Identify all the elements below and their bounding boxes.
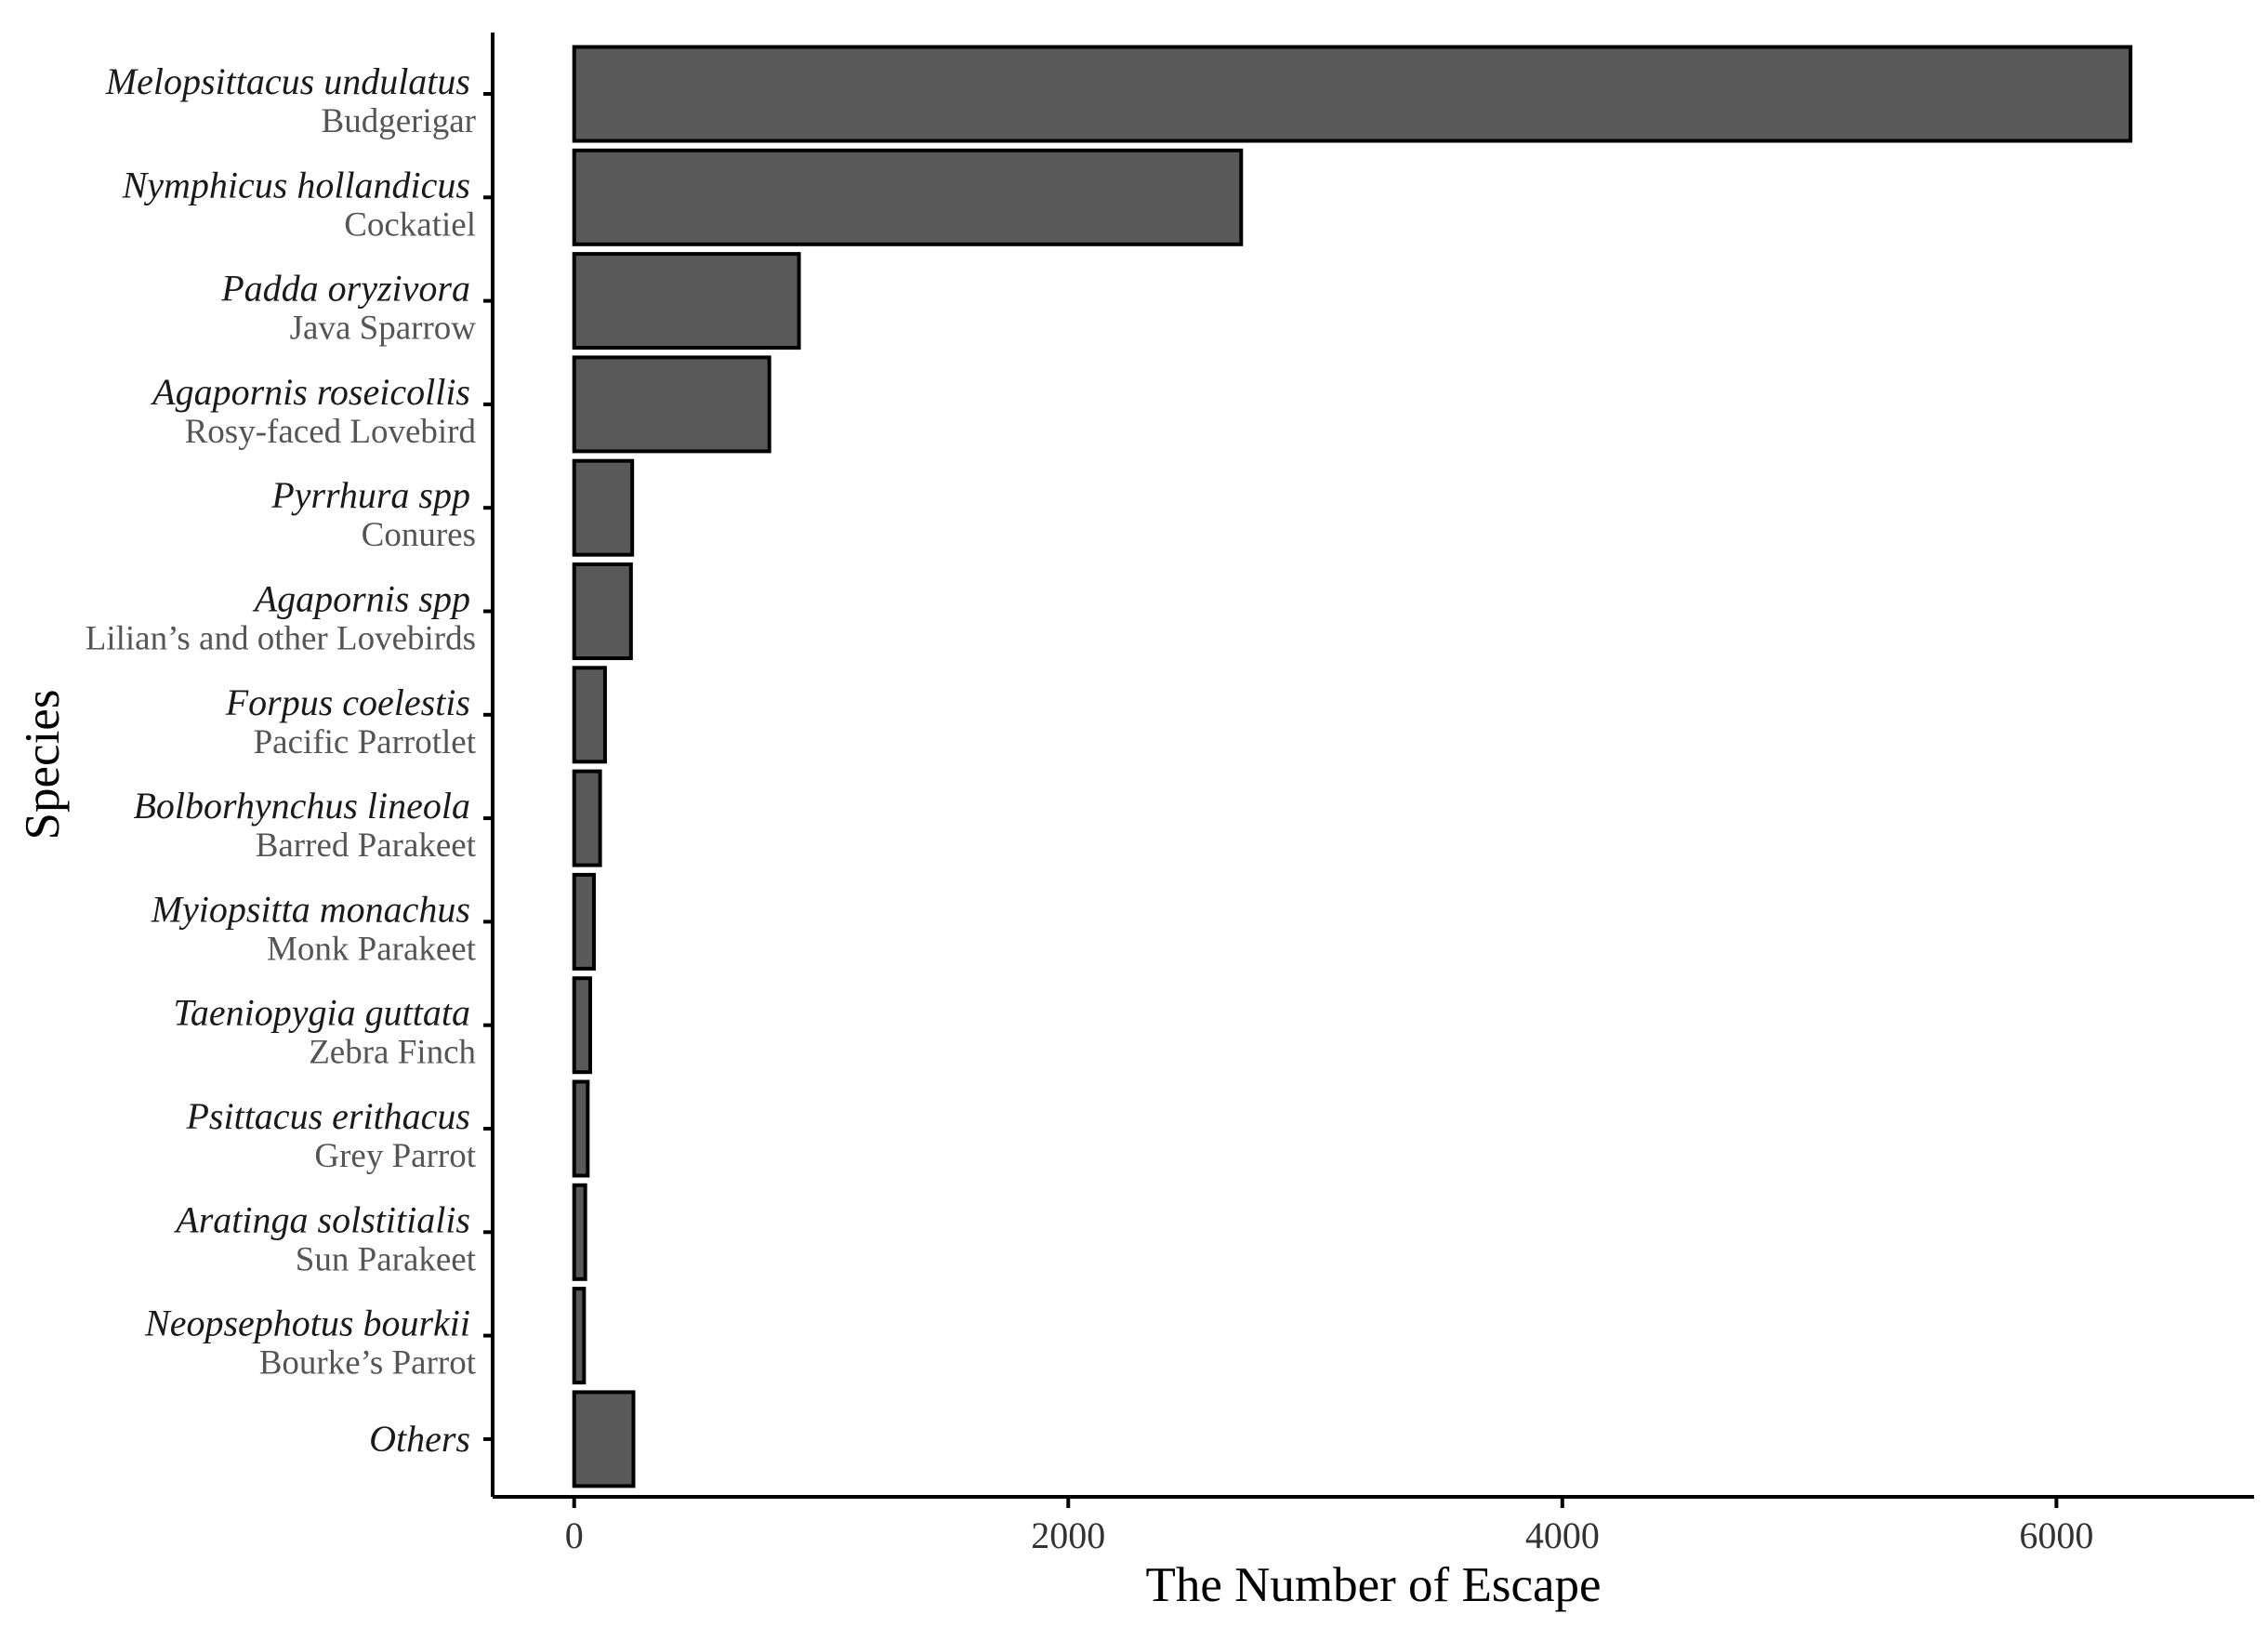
bar (572, 976, 592, 1075)
y-axis-title: Species (16, 690, 70, 840)
y-label-scientific: Nymphicus hollandicus (122, 164, 470, 205)
y-label-common: Lilian’s and other Lovebirds (86, 620, 476, 658)
bar (572, 1183, 587, 1281)
y-label-scientific: Taeniopygia guttata (173, 992, 470, 1034)
y-label-scientific: Pyrrhura spp (270, 474, 470, 516)
x-axis-title: The Number of Escape (1145, 1558, 1601, 1612)
y-label-scientific: Bolborhynchus lineola (133, 785, 470, 827)
y-label-common: Java Sparrow (290, 310, 477, 348)
y-label-scientific: Forpus coelestis (225, 681, 470, 723)
y-label-common: Budgerigar (322, 102, 476, 140)
bar (572, 1287, 587, 1385)
y-label-common: Conures (362, 516, 476, 554)
y-label-scientific: Agapornis roseicollis (150, 371, 470, 413)
y-label-scientific: Neopsephotus bourkii (144, 1303, 470, 1344)
x-tick-label: 4000 (1525, 1515, 1600, 1556)
bar (572, 458, 635, 557)
y-label-scientific: Psittacus erithacus (185, 1095, 470, 1137)
bar (572, 562, 633, 660)
bar (572, 872, 596, 971)
bar (572, 148, 1244, 246)
bar (572, 1079, 590, 1178)
bar (572, 1390, 636, 1488)
x-tick-label: 0 (565, 1515, 584, 1556)
y-label-scientific: Aratinga solstitialis (173, 1198, 470, 1240)
y-label-common: Cockatiel (344, 205, 476, 244)
bar (572, 769, 602, 867)
bar (572, 45, 2133, 143)
x-tick-label: 2000 (1031, 1515, 1105, 1556)
x-tick-label: 6000 (2019, 1515, 2093, 1556)
y-label-scientific: Padda oryzivora (220, 268, 470, 310)
bar (572, 666, 607, 764)
y-label-common: Sun Parakeet (296, 1240, 477, 1278)
bar (572, 355, 771, 454)
bar (572, 252, 801, 351)
y-label-common: Rosy-faced Lovebird (185, 413, 477, 451)
y-label-scientific: Melopsittacus undulatus (105, 60, 470, 102)
y-label-scientific: Others (369, 1418, 470, 1460)
y-label-common: Barred Parakeet (256, 827, 477, 865)
y-label-common: Bourke’s Parrot (259, 1344, 477, 1382)
y-label-common: Zebra Finch (309, 1034, 476, 1072)
x-axis: 0 2000 4000 6000 (565, 1497, 2093, 1556)
y-label-scientific: Agapornis spp (252, 578, 470, 620)
bars-group (572, 45, 2133, 1488)
y-label-common: Pacific Parrotlet (254, 723, 477, 761)
y-label-common: Monk Parakeet (267, 930, 477, 968)
y-label-scientific: Myiopsitta monachus (151, 888, 470, 930)
y-label-common: Grey Parrot (314, 1137, 476, 1175)
